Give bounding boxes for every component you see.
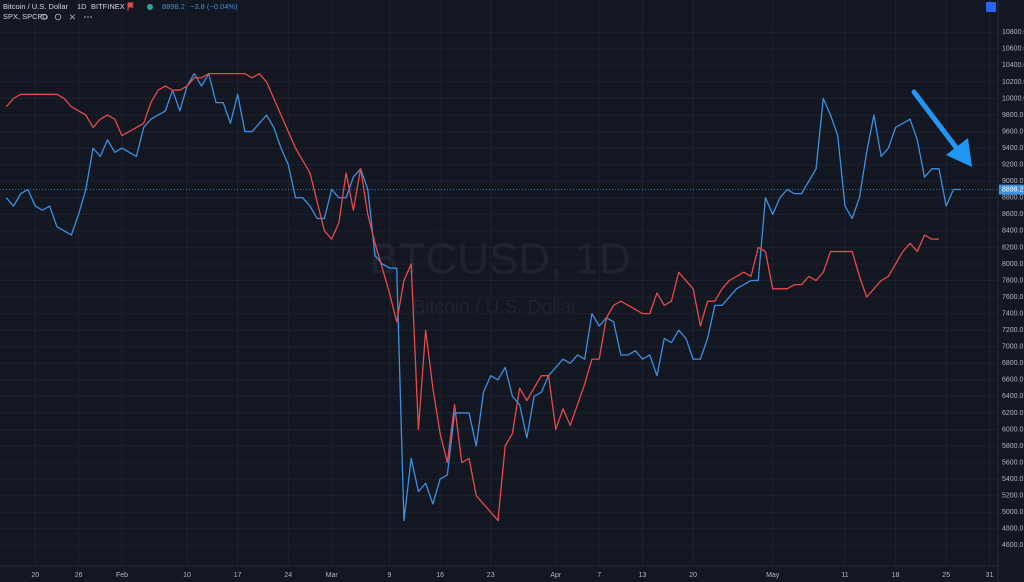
plot bbox=[0, 72, 998, 522]
y-tick-label: 9200.0 bbox=[1002, 162, 1024, 169]
compare-symbol: SPX, SPCFD bbox=[3, 12, 48, 21]
watermark: BTCUSD, 1D bbox=[369, 235, 631, 284]
y-tick-label: 6800.0 bbox=[1002, 360, 1024, 367]
x-tick-label: 20 bbox=[31, 572, 39, 579]
y-tick-label: 10200.0 bbox=[1002, 79, 1024, 86]
exchange: BITFINEX bbox=[91, 2, 125, 11]
x-tick-label: 16 bbox=[436, 572, 444, 579]
y-tick-label: 9800.0 bbox=[1002, 112, 1024, 119]
x-tick-label: 23 bbox=[487, 572, 495, 579]
price-change: −3.8 (−0.04%) bbox=[190, 2, 238, 11]
y-tick-label: 9600.0 bbox=[1002, 128, 1024, 135]
y-tick-label: 6000.0 bbox=[1002, 426, 1024, 433]
x-tick-label: 24 bbox=[284, 572, 292, 579]
status-dot bbox=[147, 4, 153, 10]
y-tick-label: 5400.0 bbox=[1002, 476, 1024, 483]
x-tick-label: May bbox=[766, 572, 780, 579]
x-tick-label: 10 bbox=[183, 572, 191, 579]
interval: 1D bbox=[77, 2, 87, 11]
y-tick-label: 9000.0 bbox=[1002, 178, 1024, 185]
y-tick-label: 8200.0 bbox=[1002, 244, 1024, 251]
y-tick-label: 5800.0 bbox=[1002, 443, 1024, 450]
y-tick-label: 4600.0 bbox=[1002, 542, 1024, 549]
x-tick-label: 20 bbox=[689, 572, 697, 579]
y-tick-label: 7600.0 bbox=[1002, 294, 1024, 301]
y-tick-label: 5200.0 bbox=[1002, 493, 1024, 500]
x-tick-label: 25 bbox=[942, 572, 950, 579]
y-tick-label: 8800.0 bbox=[1002, 195, 1024, 202]
x-tick-label: 7 bbox=[597, 572, 601, 579]
y-tick-label: 6600.0 bbox=[1002, 377, 1024, 384]
y-tick-label: 5600.0 bbox=[1002, 459, 1024, 466]
settings-button[interactable] bbox=[986, 2, 996, 12]
x-tick-label: Mar bbox=[326, 572, 339, 579]
y-tick-label: 7800.0 bbox=[1002, 277, 1024, 284]
y-tick-label: 7200.0 bbox=[1002, 327, 1024, 334]
x-tick-label: 11 bbox=[841, 572, 848, 579]
x-tick-label: 26 bbox=[75, 572, 83, 579]
y-tick-label: 10400.0 bbox=[1002, 62, 1024, 69]
price-label-bg bbox=[999, 184, 1024, 195]
y-tick-label: 9400.0 bbox=[1002, 145, 1024, 152]
price-label: 8898.2 bbox=[1002, 186, 1024, 193]
y-tick-label: 4800.0 bbox=[1002, 526, 1024, 533]
grid bbox=[0, 0, 998, 566]
x-tick-label: 13 bbox=[639, 572, 647, 579]
x-tick-label: Feb bbox=[116, 572, 128, 579]
watermark-subtitle: Bitcoin / U.S. Dollar bbox=[413, 297, 578, 318]
last-price: 8898.2 bbox=[162, 2, 185, 11]
y-tick-label: 8000.0 bbox=[1002, 261, 1024, 268]
y-tick-label: 6200.0 bbox=[1002, 410, 1024, 417]
y-tick-label: 7000.0 bbox=[1002, 344, 1024, 351]
y-tick-label: 5000.0 bbox=[1002, 509, 1024, 516]
series-line bbox=[5, 72, 939, 522]
y-tick-label: 10000.0 bbox=[1002, 95, 1024, 102]
y-tick-label: 10800.0 bbox=[1002, 29, 1024, 36]
x-tick-label: 17 bbox=[234, 572, 242, 579]
x-tick-label: 9 bbox=[388, 572, 392, 579]
y-tick-label: 10600.0 bbox=[1002, 46, 1024, 53]
symbol-title: Bitcoin / U.S. Dollar bbox=[3, 2, 69, 11]
x-tick-label: 31 bbox=[986, 572, 994, 579]
flag-icon[interactable] bbox=[127, 2, 134, 11]
x-tick-label: Apr bbox=[550, 572, 562, 579]
y-tick-label: 6400.0 bbox=[1002, 393, 1024, 400]
y-tick-label: 8600.0 bbox=[1002, 211, 1024, 218]
axes: 4600.0 4800.0 5000.0 5200.0 5400.0 5600.0 5800… bbox=[31, 29, 1024, 579]
series-line bbox=[5, 72, 961, 522]
x-tick-label: 18 bbox=[892, 572, 900, 579]
y-tick-label: 8400.0 bbox=[1002, 228, 1024, 235]
y-tick-label: 7400.0 bbox=[1002, 310, 1024, 317]
series-controls[interactable] bbox=[40, 13, 92, 21]
arrow-annotation bbox=[911, 89, 972, 167]
